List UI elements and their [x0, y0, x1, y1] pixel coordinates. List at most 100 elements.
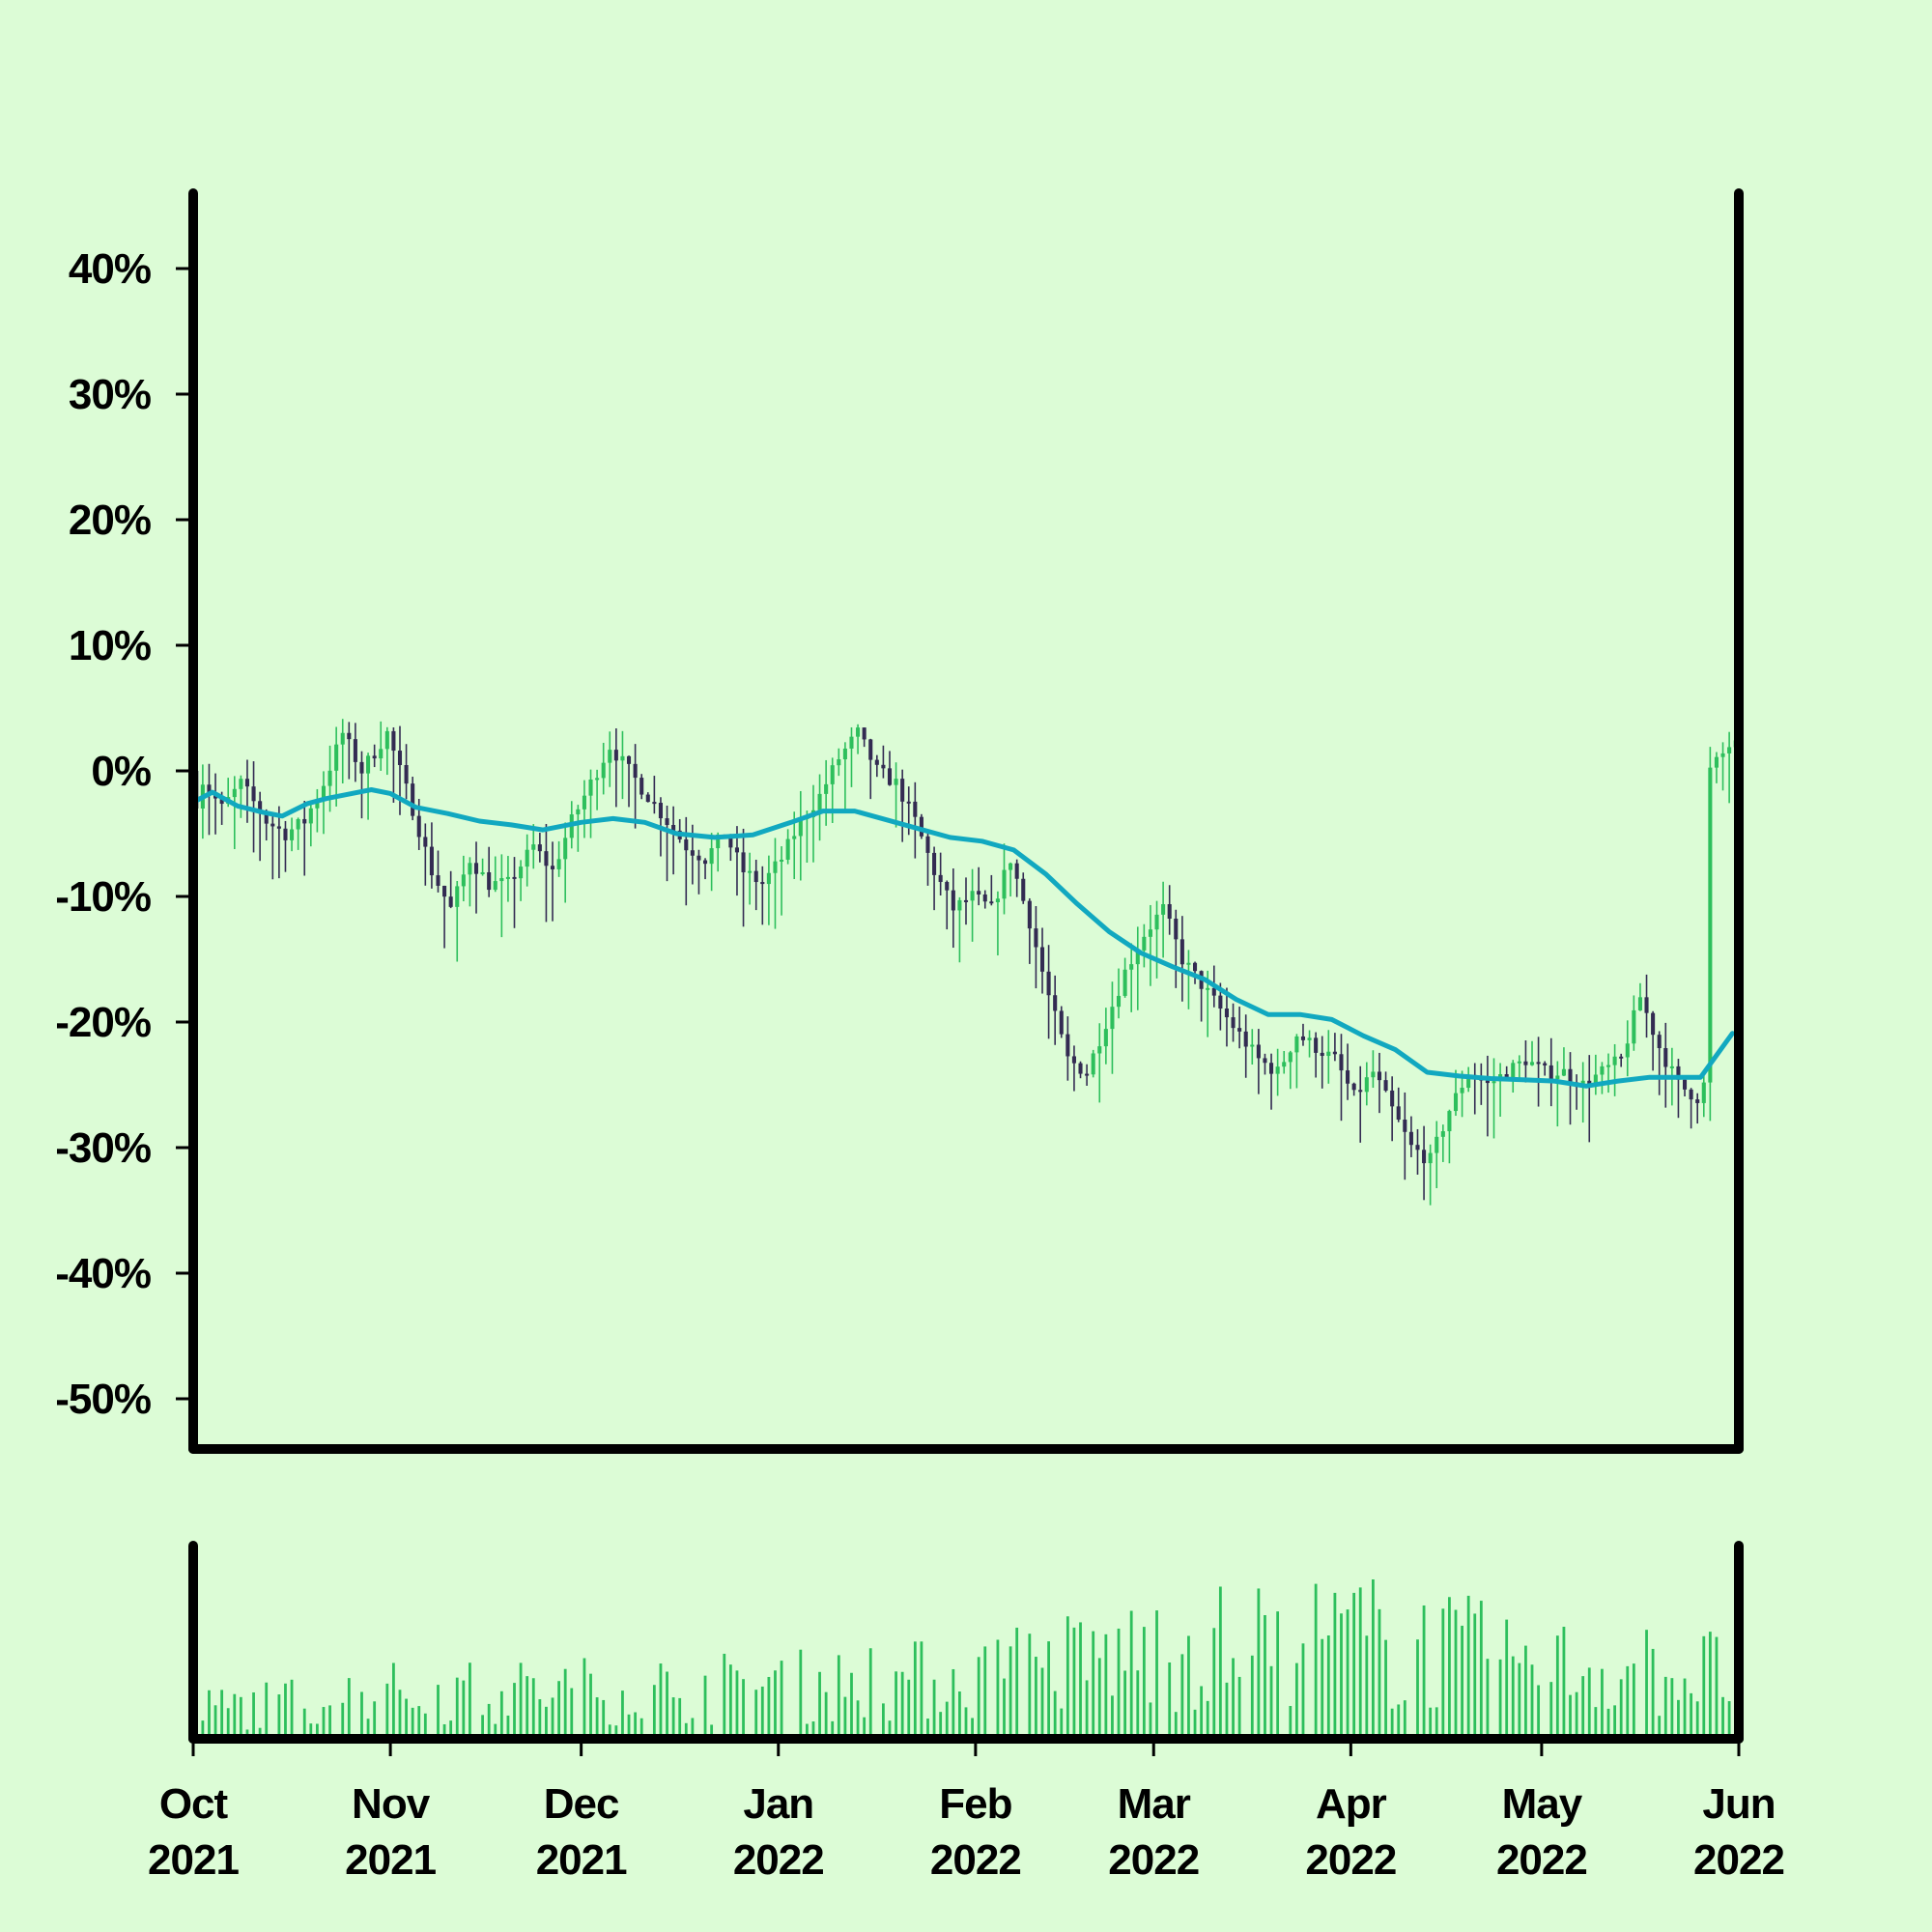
candle-body — [608, 750, 612, 763]
candle-body — [856, 727, 861, 737]
volume-bar — [1028, 1634, 1032, 1739]
volume-bar — [513, 1683, 516, 1739]
volume-bar — [1727, 1701, 1731, 1739]
volume-bar — [252, 1691, 255, 1739]
volume-bar — [239, 1696, 242, 1739]
volume-bar — [277, 1694, 281, 1739]
volume-bar — [589, 1673, 592, 1739]
volume-bar — [201, 1720, 205, 1739]
candle-body — [1174, 918, 1179, 940]
candle-body — [1269, 1063, 1274, 1074]
volume-bar — [1613, 1705, 1617, 1739]
volume-bar — [1168, 1662, 1172, 1739]
candle-body — [353, 739, 357, 762]
candle-body — [868, 739, 873, 760]
candle-body — [1695, 1099, 1700, 1103]
candle-body — [639, 778, 644, 795]
volume-bar — [983, 1646, 987, 1739]
candle-body — [1091, 1053, 1095, 1075]
candle-body — [938, 874, 943, 882]
volume-bar — [1435, 1707, 1438, 1739]
volume-bar — [1200, 1686, 1204, 1739]
volume-bar — [1301, 1643, 1305, 1739]
candle-body — [919, 816, 923, 837]
volume-bar — [258, 1727, 262, 1739]
volume-bar — [526, 1676, 529, 1739]
candle-body — [1600, 1065, 1605, 1075]
candle-body — [830, 765, 835, 784]
candle-body — [716, 834, 721, 849]
candle-body — [1403, 1120, 1407, 1132]
candle-body — [258, 801, 263, 814]
moving-average-line — [190, 787, 1735, 1089]
candle-body — [601, 762, 606, 779]
volume-bar — [481, 1715, 484, 1739]
x-tick-year-label: 2022 — [733, 1836, 824, 1884]
candle-body — [1358, 1090, 1363, 1093]
volume-bar — [1104, 1634, 1108, 1739]
volume-bar — [1212, 1628, 1216, 1739]
volume-bar — [1035, 1657, 1037, 1739]
volume-bar — [1601, 1668, 1604, 1739]
volume-bar — [411, 1707, 414, 1739]
candle-body — [671, 825, 676, 831]
candle-body — [1536, 1062, 1541, 1065]
candle-body — [1517, 1061, 1521, 1064]
candle-body — [442, 885, 447, 897]
volume-bar — [621, 1690, 624, 1739]
volume-bar — [309, 1723, 313, 1739]
volume-bar — [1079, 1622, 1082, 1739]
candle-body — [1320, 1052, 1324, 1057]
volume-bar — [760, 1686, 764, 1739]
candle-body — [270, 823, 275, 827]
volume-bar — [774, 1670, 777, 1739]
y-tick-label: 20% — [69, 497, 151, 544]
volume-bar — [1715, 1636, 1719, 1739]
candle-body — [404, 765, 409, 784]
candle-body — [652, 802, 657, 805]
candle-body — [1351, 1083, 1356, 1091]
volume-bar — [220, 1690, 224, 1739]
x-tick-year-label: 2022 — [1108, 1836, 1199, 1884]
y-tick-label: -30% — [55, 1124, 151, 1172]
volume-bar — [1250, 1655, 1254, 1739]
volume-bar — [996, 1639, 1000, 1739]
volume-bar — [1371, 1579, 1375, 1739]
candle-body — [970, 891, 975, 901]
candle-body — [842, 748, 847, 760]
candle-body — [327, 770, 332, 786]
candle-body — [1460, 1088, 1464, 1094]
volume-bar — [913, 1641, 917, 1739]
candle-body — [251, 786, 256, 802]
volume-bar — [1180, 1654, 1184, 1739]
candle-body — [906, 801, 911, 804]
candle-body — [1097, 1046, 1102, 1054]
candle-body — [1065, 1034, 1070, 1057]
candle-body — [1294, 1036, 1299, 1053]
volume-bar — [1575, 1691, 1578, 1739]
candle-body — [1135, 950, 1140, 965]
candle-body — [963, 899, 969, 902]
volume-bar — [926, 1719, 929, 1739]
volume-bar — [824, 1691, 828, 1739]
volume-bar — [469, 1662, 471, 1739]
volume-bar — [455, 1677, 459, 1739]
y-axis-ticks: 40% 30% 20% 10% 0% -10% -20% -30% -40% -50% — [55, 245, 193, 1423]
candle-body — [1027, 900, 1032, 929]
volume-bar — [805, 1723, 809, 1739]
candle-body — [334, 744, 339, 771]
volume-bar — [290, 1679, 294, 1739]
volume-bar — [1498, 1659, 1502, 1739]
volume-bar — [449, 1720, 453, 1739]
candle-body — [760, 882, 765, 885]
x-tick-year-label: 2022 — [1693, 1836, 1784, 1884]
candle-body — [989, 901, 994, 904]
volume-bar — [519, 1662, 523, 1739]
candle-body — [1142, 936, 1147, 951]
candle-body — [423, 837, 428, 847]
candle-body — [703, 860, 708, 865]
volume-bar — [1129, 1610, 1133, 1739]
candle-body — [1701, 1082, 1706, 1103]
volume-bar — [1518, 1662, 1521, 1739]
candle-body — [487, 871, 492, 891]
